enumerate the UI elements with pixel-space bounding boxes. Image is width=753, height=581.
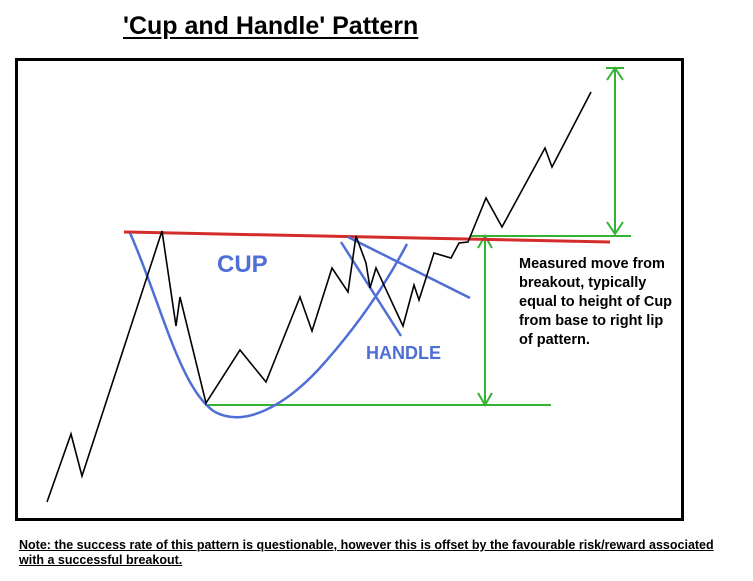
cup-height-arrow-top [477, 234, 493, 249]
cup-label: CUP [217, 251, 268, 278]
resistance-line [123, 230, 611, 244]
cup-curve [128, 232, 409, 419]
handle-label: HANDLE [366, 343, 441, 363]
cup-height-arrow-bottom [477, 392, 493, 407]
measure-lines [205, 66, 631, 407]
cup-handle-lines [128, 232, 471, 419]
price-line [46, 91, 592, 503]
diagram-frame [15, 58, 684, 521]
measured-move-label: Measured move from breakout, typically e… [519, 256, 673, 348]
handle-lower-line [339, 241, 403, 337]
footnote: Note: the success rate of this pattern i… [19, 538, 714, 567]
diagram-title: 'Cup and Handle' Pattern [123, 12, 419, 40]
measured-move-arrow-bottom [606, 221, 624, 236]
handle-upper-line [347, 235, 471, 300]
